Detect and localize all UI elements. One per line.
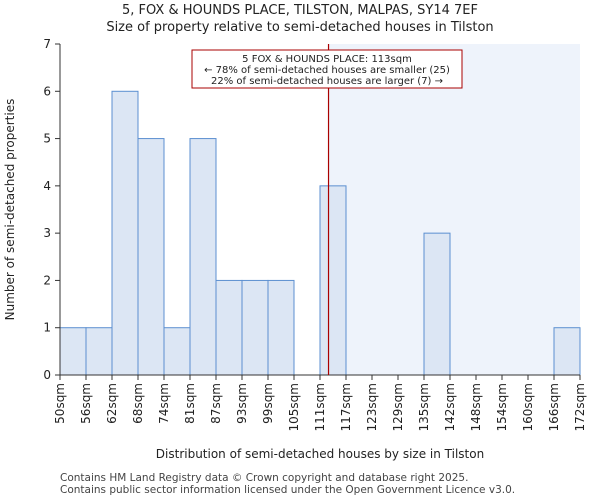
x-tick-label-148sqm: 148sqm bbox=[469, 383, 483, 431]
x-tick-label-129sqm: 129sqm bbox=[391, 383, 405, 431]
x-tick-label-111sqm: 111sqm bbox=[313, 383, 327, 431]
bar-56sqm bbox=[85, 327, 113, 376]
x-tick-label-68sqm: 68sqm bbox=[131, 383, 145, 424]
annotation-box bbox=[191, 49, 463, 89]
x-tick-label-166sqm: 166sqm bbox=[547, 383, 561, 431]
x-tick-label-87sqm: 87sqm bbox=[209, 383, 223, 424]
footer-licence: Contains public sector information licen… bbox=[60, 484, 516, 496]
y-tick-label-7: 7 bbox=[43, 37, 51, 51]
y-tick-label-6: 6 bbox=[43, 84, 51, 98]
bar-68sqm bbox=[137, 138, 165, 376]
annotation-line-2: ← 78% of semi-detached houses are smalle… bbox=[204, 65, 450, 76]
bar-62sqm bbox=[111, 90, 139, 376]
x-tick-label-99sqm: 99sqm bbox=[261, 383, 275, 424]
y-tick-label-4: 4 bbox=[43, 179, 51, 193]
x-tick-label-135sqm: 135sqm bbox=[417, 383, 431, 431]
larger-region-shade bbox=[328, 44, 580, 375]
y-tick-label-5: 5 bbox=[43, 132, 51, 146]
bar-81sqm bbox=[189, 138, 217, 376]
bar-93sqm bbox=[241, 279, 269, 376]
y-tick-label-2: 2 bbox=[43, 273, 51, 287]
bar-99sqm bbox=[267, 279, 295, 376]
y-tick-label-0: 0 bbox=[43, 368, 51, 382]
x-axis-label: Distribution of semi-detached houses by … bbox=[156, 447, 484, 461]
x-tick-label-93sqm: 93sqm bbox=[235, 383, 249, 424]
x-tick-label-105sqm: 105sqm bbox=[287, 383, 301, 431]
y-tick-label-3: 3 bbox=[43, 226, 51, 240]
bar-111sqm bbox=[319, 185, 347, 376]
footer-copyright: Contains HM Land Registry data © Crown c… bbox=[60, 472, 469, 484]
y-tick-label-1: 1 bbox=[43, 321, 51, 335]
x-tick-label-50sqm: 50sqm bbox=[53, 383, 67, 424]
bar-166sqm bbox=[553, 327, 581, 376]
x-tick-label-160sqm: 160sqm bbox=[521, 383, 535, 431]
x-tick-label-81sqm: 81sqm bbox=[183, 383, 197, 424]
histogram-chart: 0 1 2 3 4 5 6 7 50sqm 56sqm 62sqm 68sqm 74sqm 81sqm 87… bbox=[3, 37, 587, 461]
annotation-line-3: 22% of semi-detached houses are larger (… bbox=[211, 76, 443, 87]
x-tick-label-154sqm: 154sqm bbox=[495, 383, 509, 431]
bar-74sqm bbox=[163, 327, 191, 376]
x-tick-label-117sqm: 117sqm bbox=[339, 383, 353, 431]
x-tick-label-56sqm: 56sqm bbox=[79, 383, 93, 424]
y-axis-label: Number of semi-detached properties bbox=[3, 99, 17, 321]
bar-50sqm bbox=[59, 327, 87, 376]
x-tick-label-172sqm: 172sqm bbox=[573, 383, 587, 431]
x-tick-label-74sqm: 74sqm bbox=[157, 383, 171, 424]
bar-87sqm bbox=[215, 279, 243, 376]
chart-title: 5, FOX & HOUNDS PLACE, TILSTON, MALPAS, … bbox=[122, 3, 478, 18]
x-tick-label-62sqm: 62sqm bbox=[105, 383, 119, 424]
x-tick-label-142sqm: 142sqm bbox=[443, 383, 457, 431]
chart-subtitle: Size of property relative to semi-detach… bbox=[106, 20, 494, 35]
bar-135sqm bbox=[423, 232, 451, 376]
x-tick-label-123sqm: 123sqm bbox=[365, 383, 379, 431]
annotation-line-1: 5 FOX & HOUNDS PLACE: 113sqm bbox=[242, 54, 412, 65]
